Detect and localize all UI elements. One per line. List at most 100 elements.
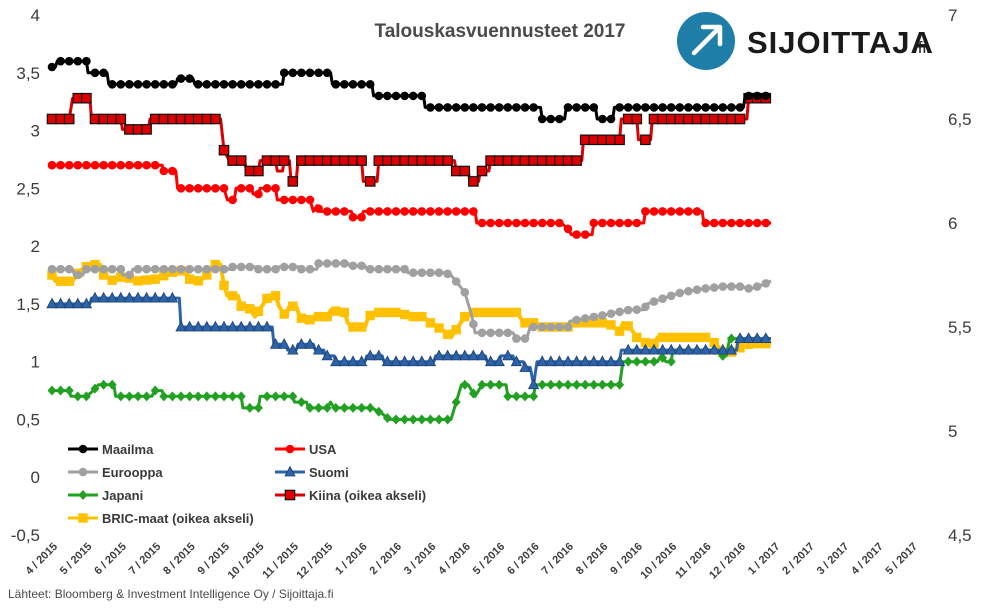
data-point xyxy=(742,332,755,343)
data-point xyxy=(451,277,461,286)
data-point xyxy=(125,270,134,280)
data-point xyxy=(296,155,307,166)
data-point xyxy=(373,349,385,361)
data-point xyxy=(348,261,358,271)
data-point xyxy=(313,311,324,322)
data-point xyxy=(331,259,341,268)
data-point xyxy=(192,320,204,332)
data-point xyxy=(588,134,600,146)
data-point xyxy=(493,155,505,166)
data-point xyxy=(717,113,729,125)
data-point xyxy=(675,207,685,216)
data-point xyxy=(684,286,693,296)
data-point xyxy=(631,343,643,355)
data-point xyxy=(571,155,582,166)
data-point xyxy=(460,103,470,112)
data-point xyxy=(649,297,659,306)
data-point xyxy=(425,414,435,425)
data-point xyxy=(752,338,762,349)
data-point xyxy=(589,103,599,112)
data-point xyxy=(340,207,349,216)
source-note: Lähteet: Bloomberg & Investment Intellig… xyxy=(8,587,334,601)
data-point xyxy=(288,68,298,78)
data-point xyxy=(219,184,229,193)
data-point xyxy=(579,134,591,146)
data-point xyxy=(529,103,538,112)
data-point xyxy=(348,402,358,413)
data-point xyxy=(417,414,427,425)
data-point xyxy=(536,355,548,367)
data-point xyxy=(125,160,134,170)
data-point xyxy=(555,322,564,332)
data-point xyxy=(202,264,212,274)
right-tick-label: 7 xyxy=(948,6,957,25)
data-point xyxy=(348,212,358,222)
data-point xyxy=(503,328,513,338)
data-point xyxy=(460,379,470,390)
chart-title: Talouskasvuennusteet 2017 xyxy=(375,21,626,42)
data-point xyxy=(193,391,203,402)
data-point xyxy=(321,349,333,361)
data-point xyxy=(90,160,100,170)
data-point xyxy=(347,155,359,166)
data-point xyxy=(520,218,530,228)
data-point xyxy=(640,134,651,146)
data-point xyxy=(253,402,263,413)
data-point xyxy=(563,322,573,332)
data-point xyxy=(596,355,609,367)
data-point xyxy=(640,356,650,367)
data-point xyxy=(80,297,93,309)
data-point xyxy=(460,207,470,216)
series-kiina-oikea-akseli xyxy=(46,92,772,187)
data-point xyxy=(211,80,220,89)
data-point xyxy=(64,385,74,396)
left-tick-label: 3 xyxy=(31,122,40,141)
data-point xyxy=(400,414,410,425)
left-tick-label: 3,5 xyxy=(16,64,40,83)
data-point xyxy=(494,379,504,390)
data-point xyxy=(168,166,177,176)
data-point xyxy=(503,391,513,402)
data-point xyxy=(477,103,487,112)
data-point xyxy=(554,155,565,166)
data-point xyxy=(408,268,418,277)
series-suomi xyxy=(46,291,772,390)
data-point xyxy=(90,264,100,274)
data-point xyxy=(365,264,375,274)
data-point xyxy=(615,307,624,317)
data-point xyxy=(503,307,513,318)
data-point xyxy=(279,391,289,402)
data-point xyxy=(357,212,366,222)
right-tick-label: 5 xyxy=(948,422,957,441)
data-point xyxy=(305,402,315,413)
legend-entry-suomi: Suomi xyxy=(275,465,349,480)
data-point xyxy=(511,391,521,402)
data-point xyxy=(615,379,625,390)
data-point xyxy=(348,322,358,332)
data-point xyxy=(666,332,676,343)
data-point xyxy=(426,268,435,277)
data-point xyxy=(546,114,556,124)
data-point xyxy=(279,262,289,272)
left-axis: -0,5 0 0,5 1 1,5 2 2,5 3 3,5 4 xyxy=(11,6,40,545)
data-point xyxy=(692,103,702,112)
data-point xyxy=(692,332,702,343)
data-point xyxy=(623,305,633,315)
data-point xyxy=(73,56,83,66)
data-point xyxy=(580,318,590,328)
data-point xyxy=(563,379,573,390)
data-point xyxy=(236,262,246,272)
data-point xyxy=(424,355,437,367)
data-point xyxy=(236,301,246,311)
data-point xyxy=(279,195,289,205)
data-point xyxy=(701,218,710,228)
data-point xyxy=(125,80,134,89)
data-point xyxy=(382,155,393,166)
data-point xyxy=(477,328,487,338)
data-point xyxy=(90,259,100,270)
data-point xyxy=(192,113,204,125)
data-point xyxy=(149,113,161,125)
data-point xyxy=(554,379,564,390)
data-point xyxy=(150,160,160,170)
data-point xyxy=(133,391,143,402)
